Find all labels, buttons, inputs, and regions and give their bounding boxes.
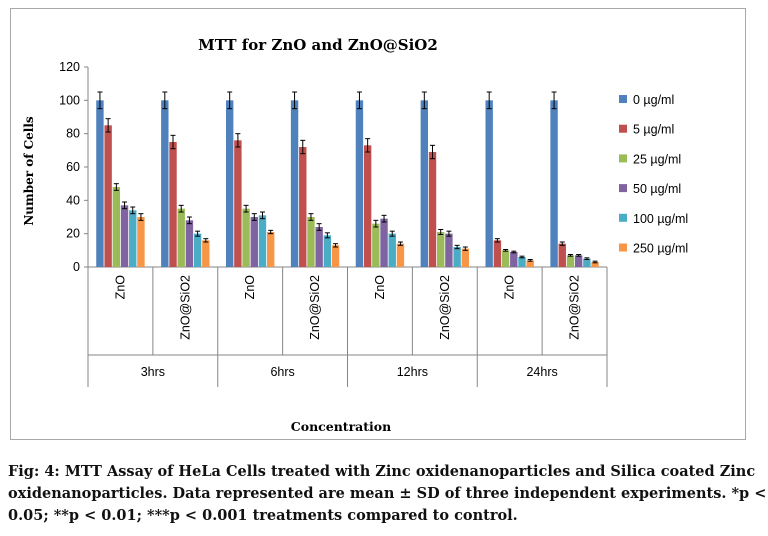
chart-frame: MTT for ZnO and ZnO@SiO2 Number of Cells…	[10, 8, 746, 440]
bar	[574, 255, 583, 267]
group-label: 3hrs	[141, 365, 165, 379]
y-axis-label: Number of Cells	[22, 116, 36, 226]
legend: 0 µg/ml 5 µg/ml 25 µg/ml 50 µg/ml 100 µg/ml 2…	[619, 93, 688, 256]
category-label: ZnO@SiO2	[568, 275, 582, 340]
bar	[242, 208, 250, 267]
caption-line-3: 0.05; **p < 0.01; ***p < 0.001 treatment…	[8, 507, 518, 524]
bar	[177, 208, 185, 267]
bar	[185, 220, 194, 267]
y-tick-label: 60	[66, 160, 80, 174]
group-label: 24hrs	[526, 365, 557, 379]
bar	[331, 245, 340, 267]
bar	[112, 187, 121, 267]
caption-line-1: Fig: 4: MTT Assay of HeLa Cells treated …	[8, 463, 756, 480]
bar	[234, 140, 242, 267]
bar	[437, 232, 445, 267]
bar	[396, 243, 405, 267]
figure-caption: Fig: 4: MTT Assay of HeLa Cells treated …	[8, 461, 767, 527]
category-label: ZnO	[373, 275, 387, 300]
caption-line-2: oxidenanoparticles. Data represented are…	[8, 485, 767, 502]
bar	[266, 232, 275, 267]
category-label: ZnO@SiO2	[308, 275, 322, 340]
bar	[453, 247, 461, 267]
y-tick-label: 120	[59, 60, 80, 74]
bar	[193, 233, 202, 267]
y-tick-label: 20	[66, 227, 80, 241]
bar	[225, 100, 234, 267]
bar	[202, 240, 210, 267]
bar	[493, 240, 502, 267]
y-tick-label: 0	[73, 260, 80, 274]
category-label: ZnO	[113, 275, 127, 300]
bar	[363, 145, 372, 267]
mtt-bar-chart: MTT for ZnO and ZnO@SiO2 Number of Cells…	[22, 36, 688, 434]
legend-swatch	[619, 213, 627, 222]
category-label: ZnO	[243, 275, 257, 300]
chart-title: MTT for ZnO and ZnO@SiO2	[198, 36, 438, 54]
category-label: ZnO@SiO2	[178, 275, 192, 340]
bar	[420, 100, 429, 267]
bar	[485, 100, 493, 267]
bar	[315, 227, 323, 267]
bar	[380, 218, 388, 267]
bar	[501, 250, 510, 267]
bar	[104, 125, 112, 267]
bar	[518, 257, 526, 267]
category-label: ZnO@SiO2	[438, 275, 452, 340]
legend-label: 5 µg/ml	[633, 123, 674, 137]
x-axis-label: Concentration	[291, 419, 391, 434]
legend-label: 100 µg/ml	[633, 212, 688, 226]
y-tick-label: 80	[66, 127, 80, 141]
bar	[258, 215, 267, 267]
legend-swatch	[619, 184, 627, 193]
bar	[137, 217, 145, 267]
category-label: ZnO	[503, 275, 517, 300]
legend-swatch	[619, 243, 627, 252]
group-label: 12hrs	[397, 365, 428, 379]
legend-swatch	[619, 154, 627, 163]
legend-label: 250 µg/ml	[633, 242, 688, 256]
legend-label: 25 µg/ml	[633, 152, 681, 166]
legend-label: 50 µg/ml	[633, 182, 681, 196]
bar	[355, 100, 364, 267]
bar	[566, 255, 575, 267]
bar	[307, 217, 315, 267]
legend-swatch	[619, 124, 627, 133]
bar	[445, 233, 453, 267]
bar	[299, 147, 307, 267]
bar	[290, 100, 299, 267]
bar	[388, 233, 396, 267]
legend-swatch	[619, 95, 627, 103]
bar	[583, 258, 591, 267]
bar	[558, 243, 566, 267]
legend-label: 0 µg/ml	[633, 93, 674, 107]
y-tick-label: 40	[66, 193, 80, 207]
bar	[323, 235, 332, 267]
bar	[526, 260, 534, 267]
bar	[161, 100, 169, 267]
bar	[169, 142, 177, 267]
bar	[461, 248, 470, 267]
y-tick-label: 100	[59, 93, 80, 107]
bar	[591, 262, 599, 267]
bar	[120, 205, 129, 267]
bar	[96, 100, 104, 267]
group-label: 6hrs	[270, 365, 294, 379]
bar	[250, 217, 258, 267]
bar	[510, 252, 518, 267]
bar	[129, 210, 137, 267]
bar	[428, 152, 437, 267]
bar	[372, 223, 380, 267]
bar	[550, 100, 558, 267]
